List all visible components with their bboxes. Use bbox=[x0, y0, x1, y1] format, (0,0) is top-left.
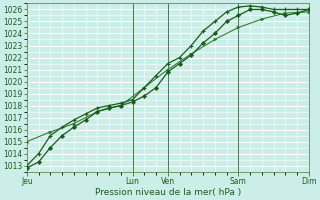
X-axis label: Pression niveau de la mer( hPa ): Pression niveau de la mer( hPa ) bbox=[95, 188, 241, 197]
